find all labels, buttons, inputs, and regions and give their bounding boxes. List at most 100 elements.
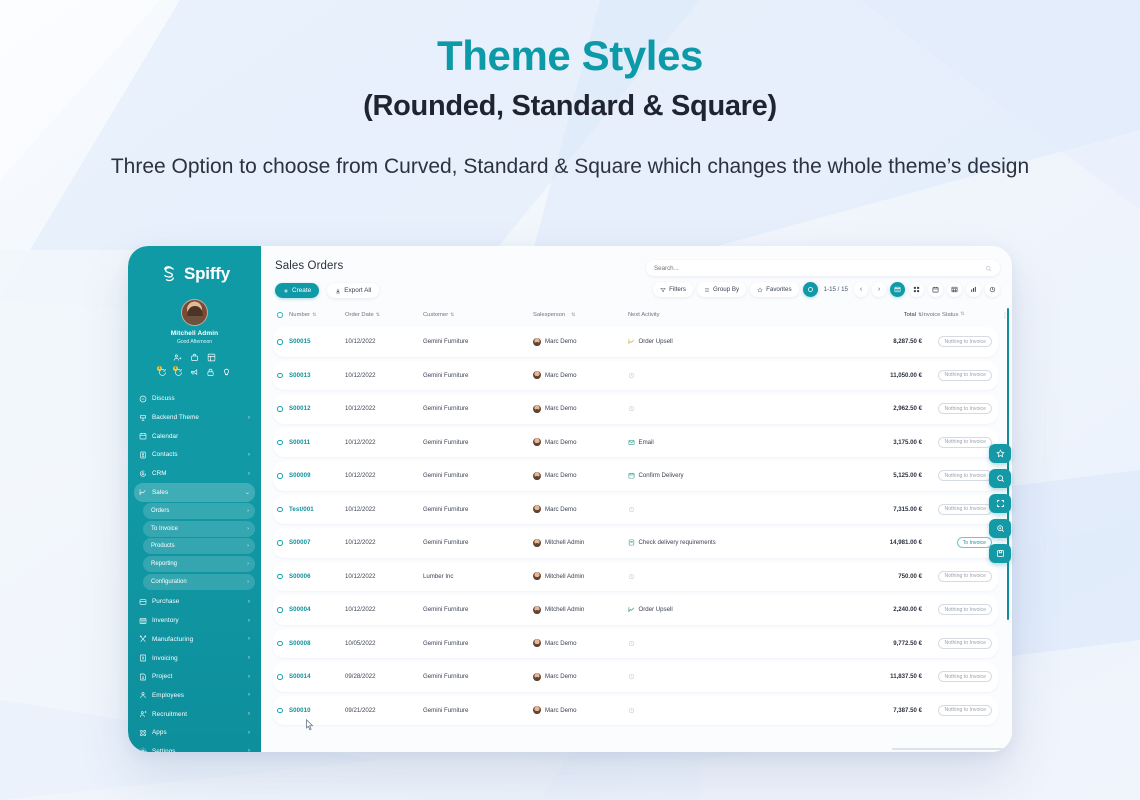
row-checkbox[interactable]: [273, 372, 289, 378]
megaphone-icon[interactable]: [190, 368, 199, 377]
rail-fullscreen-button[interactable]: [989, 494, 1011, 513]
export-all-button[interactable]: Export All: [327, 283, 380, 298]
table-row[interactable]: S00013 10/12/2022 Gemini Furniture Marc Dem…: [273, 360, 998, 390]
sidebar-item-calendar[interactable]: Calendar: [134, 427, 255, 446]
table-row[interactable]: S00008 10/05/2022 Gemini Furniture Marc Dem…: [273, 628, 998, 658]
cell-number[interactable]: S00012: [289, 405, 311, 413]
row-checkbox[interactable]: [273, 640, 289, 646]
sidebar-subitem-to-invoice[interactable]: To Invoice ›: [143, 520, 255, 537]
column-header-next-activity[interactable]: Next Activity: [628, 312, 660, 318]
column-header-total[interactable]: Total ⇅: [903, 312, 922, 318]
row-checkbox[interactable]: [273, 540, 289, 546]
graph-view-icon[interactable]: [966, 282, 981, 297]
select-all-checkbox[interactable]: [273, 312, 289, 318]
table-row[interactable]: Test/001 10/12/2022 Gemini Furniture Marc D…: [273, 494, 998, 524]
sidebar-item-invoicing[interactable]: Invoicing ›: [134, 649, 255, 668]
row-checkbox[interactable]: [273, 339, 289, 345]
user-profile[interactable]: Mitchell Admin Good Afternoon: [128, 299, 261, 345]
search-box[interactable]: [646, 260, 1000, 276]
column-header-salesperson[interactable]: Salesperson ⇅: [533, 312, 576, 318]
row-checkbox[interactable]: [273, 406, 289, 412]
column-header-invoice-status[interactable]: Invoice Status ⇅: [922, 312, 965, 318]
sidebar-item-manufacturing[interactable]: Manufacturing ›: [134, 630, 255, 649]
rail-star-button[interactable]: [989, 444, 1011, 463]
column-header-number[interactable]: Number ⇅: [289, 312, 317, 318]
sidebar-item-sales[interactable]: Sales ⌄: [134, 482, 255, 502]
purchase-icon: [139, 598, 147, 606]
cell-number[interactable]: S00004: [289, 606, 311, 614]
search-input[interactable]: [654, 264, 985, 272]
cell-number[interactable]: S00007: [289, 539, 311, 547]
row-checkbox[interactable]: [273, 607, 289, 613]
filters-button[interactable]: Filters: [653, 282, 693, 297]
activity-circle-icon[interactable]: [802, 282, 818, 297]
cell-number[interactable]: S00008: [289, 639, 311, 647]
sidebar-item-inventory[interactable]: Inventory ›: [134, 611, 255, 630]
horizontal-scrollbar[interactable]: [892, 748, 1004, 750]
group-by-button[interactable]: Group By: [696, 282, 747, 297]
row-checkbox[interactable]: [273, 674, 289, 680]
row-checkbox[interactable]: [273, 473, 289, 479]
table-row[interactable]: S00012 10/12/2022 Gemini Furniture Marc Dem…: [273, 394, 998, 424]
row-checkbox[interactable]: [273, 439, 289, 445]
sidebar-item-apps[interactable]: Apps ›: [134, 723, 255, 742]
sidebar-subitem-configuration[interactable]: Configuration ›: [143, 573, 255, 590]
sidebar-item-settings[interactable]: Settings ›: [134, 742, 255, 752]
sidebar-item-backend-theme[interactable]: Backend Theme ›: [134, 408, 255, 427]
sidebar-item-purchase[interactable]: Purchase ›: [134, 593, 255, 612]
calendar-view-icon[interactable]: [928, 282, 943, 297]
activity-view-icon[interactable]: [985, 282, 1000, 297]
cell-number[interactable]: S00011: [289, 438, 311, 446]
rail-zoom-in-button[interactable]: [989, 519, 1011, 538]
table-row[interactable]: S00015 10/12/2022 Gemini Furniture Marc Dem…: [273, 327, 998, 357]
table-row[interactable]: S00010 09/21/2022 Gemini Furniture Marc Dem…: [273, 695, 998, 725]
rail-save-button[interactable]: [989, 544, 1011, 563]
list-view-icon[interactable]: [890, 282, 905, 297]
favorites-button[interactable]: Favorites: [750, 282, 799, 297]
lock-icon[interactable]: [206, 368, 215, 377]
cell-number[interactable]: Test/001: [289, 505, 314, 513]
cell-number[interactable]: S00009: [289, 472, 311, 480]
rail-search-button[interactable]: [989, 469, 1011, 488]
prev-page-button[interactable]: ‹: [854, 282, 868, 297]
sidebar-subitem-orders[interactable]: Orders ›: [143, 503, 255, 520]
table-row[interactable]: S00006 10/12/2022 Lumber Inc Mitchell Admin…: [273, 561, 998, 591]
sidebar-subitem-reporting[interactable]: Reporting ›: [143, 556, 255, 572]
brand[interactable]: Spiffy: [128, 260, 261, 288]
chat-bubble-icon[interactable]: 3: [157, 365, 167, 377]
table-row[interactable]: S00014 09/28/2022 Gemini Furniture Marc Dem…: [273, 662, 998, 692]
row-checkbox[interactable]: [273, 707, 289, 713]
column-header-customer[interactable]: Customer ⇅: [423, 312, 455, 318]
cell-number[interactable]: S00013: [289, 371, 311, 379]
sidebar-item-contacts[interactable]: Contacts ›: [134, 446, 255, 465]
pivot-view-icon[interactable]: [947, 282, 962, 297]
messages-icon[interactable]: 6: [173, 365, 183, 377]
table-row[interactable]: S00011 10/12/2022 Gemini Furniture Marc Dem…: [273, 427, 998, 457]
cell-number[interactable]: S00015: [289, 338, 311, 346]
cell-number[interactable]: S00006: [289, 572, 311, 580]
sidebar-item-discuss[interactable]: Discuss: [134, 390, 255, 409]
sidebar-item-crm[interactable]: CRM ›: [134, 464, 255, 483]
options-icon[interactable]: ⋮: [1002, 312, 1008, 319]
row-checkbox[interactable]: [273, 506, 289, 512]
row-checkbox[interactable]: [273, 573, 289, 579]
cell-number[interactable]: S00010: [289, 706, 311, 714]
table-row[interactable]: S00004 10/12/2022 Gemini Furniture Mitchell…: [273, 595, 998, 625]
next-page-button[interactable]: ›: [872, 282, 886, 297]
briefcase-icon[interactable]: [190, 353, 199, 362]
table-row[interactable]: S00007 10/12/2022 Gemini Furniture Mitchell…: [273, 528, 998, 558]
sidebar-item-recruitment[interactable]: Recruitment ›: [134, 705, 255, 724]
grid-apps-icon[interactable]: [207, 353, 216, 362]
users-icon[interactable]: [173, 353, 182, 362]
sidebar-item-project[interactable]: Project ›: [134, 667, 255, 686]
vertical-scrollbar[interactable]: [1007, 308, 1009, 620]
table-row[interactable]: S00009 10/12/2022 Gemini Furniture Marc Dem…: [273, 461, 998, 491]
kanban-view-icon[interactable]: [909, 282, 924, 297]
lightbulb-icon[interactable]: [222, 368, 231, 377]
sidebar-subitem-products[interactable]: Products ›: [143, 538, 255, 555]
search-icon[interactable]: [985, 265, 992, 272]
column-header-order-date[interactable]: Order Date ⇅: [345, 312, 380, 318]
cell-number[interactable]: S00014: [289, 673, 311, 681]
sidebar-item-employees[interactable]: Employees ›: [134, 686, 255, 705]
create-button[interactable]: Create: [275, 283, 320, 298]
